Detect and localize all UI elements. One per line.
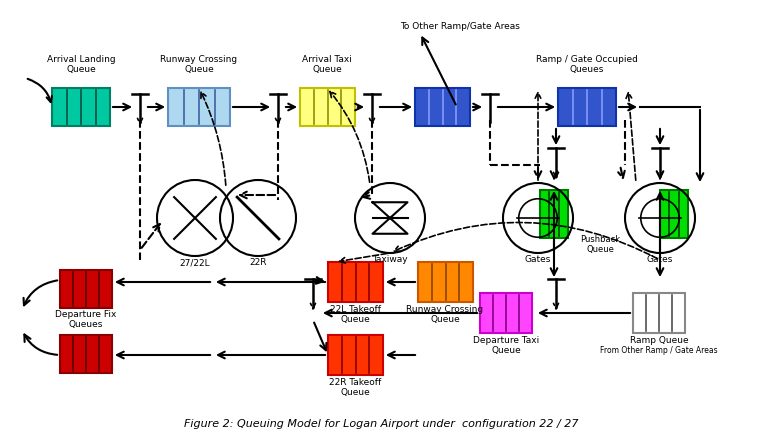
Text: Taxiway: Taxiway [372,255,408,264]
Text: Departure Taxi
Queue: Departure Taxi Queue [473,336,539,355]
Text: Figure 2: Queuing Model for Logan Airport under  configuration 22 / 27: Figure 2: Queuing Model for Logan Airpor… [184,419,578,429]
Text: 27/22L: 27/22L [180,258,210,267]
Bar [168,88,230,126]
Bar [300,88,355,126]
Bar [633,293,685,333]
Bar [60,270,112,308]
Text: Pushback
Queue: Pushback Queue [580,235,620,254]
Bar [540,190,568,238]
Text: To Other Ramp/Gate Areas: To Other Ramp/Gate Areas [400,22,520,31]
Text: Runway Crossing
Queue: Runway Crossing Queue [406,305,484,324]
Bar [660,190,688,238]
Bar [415,88,470,126]
Bar [328,335,383,375]
Text: Departure Fix
Queues: Departure Fix Queues [56,310,117,329]
Bar [480,293,532,333]
Text: Arrival Taxi
Queue: Arrival Taxi Queue [302,55,352,74]
Text: Gates: Gates [647,255,673,264]
Text: 22R: 22R [249,258,267,267]
Text: Runway Crossing
Queue: Runway Crossing Queue [161,55,238,74]
Bar [52,88,110,126]
Text: Ramp Queue: Ramp Queue [629,336,688,345]
Bar [60,335,112,373]
Text: Arrival Landing
Queue: Arrival Landing Queue [46,55,115,74]
Text: 22R Takeoff
Queue: 22R Takeoff Queue [329,378,381,397]
Bar [558,88,616,126]
Bar [418,262,473,302]
Text: Gates: Gates [525,255,551,264]
Text: From Other Ramp / Gate Areas: From Other Ramp / Gate Areas [600,346,718,355]
Text: Ramp / Gate Occupied
Queues: Ramp / Gate Occupied Queues [536,55,638,74]
Text: 22L Takeoff
Queue: 22L Takeoff Queue [329,305,380,324]
Bar [328,262,383,302]
